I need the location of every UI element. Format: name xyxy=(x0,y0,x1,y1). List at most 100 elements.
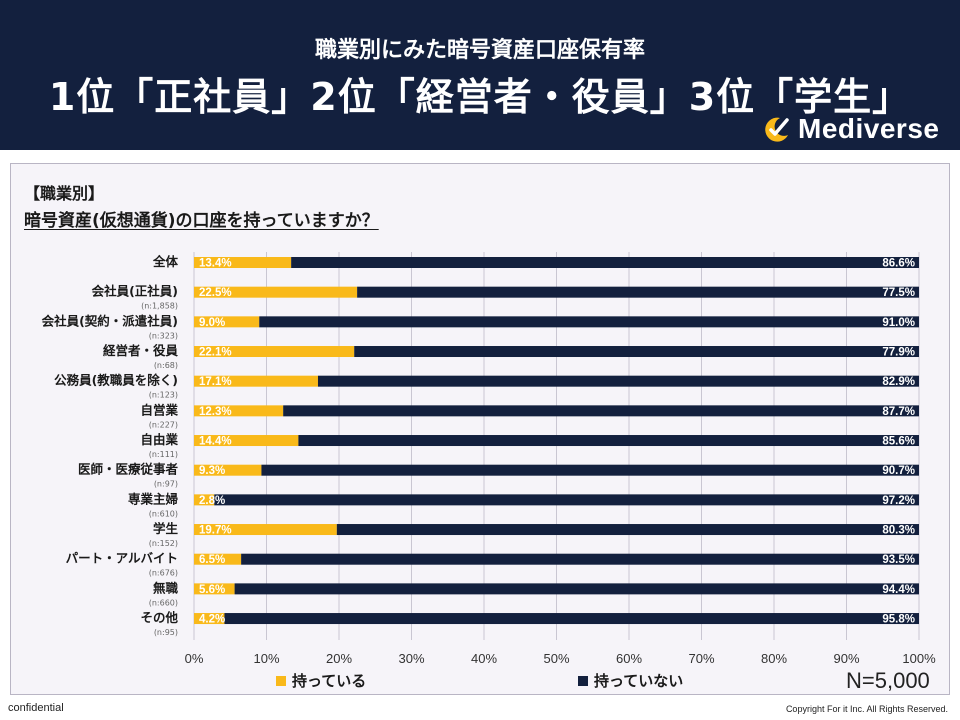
legend-label-no: 持っていない xyxy=(594,672,684,690)
sample-count-label: (n:95) xyxy=(154,628,178,637)
legend-item-yes: 持っている xyxy=(276,670,366,691)
data-label-no: 95.8% xyxy=(882,614,915,626)
data-label-yes: 22.1% xyxy=(199,347,232,359)
data-label-yes: 14.4% xyxy=(199,436,232,448)
sample-size-label: N=5,000 xyxy=(846,668,930,693)
bar-segment-no xyxy=(241,553,919,565)
stacked-bar-chart: 0% 10% 20% 30% 40% 50% 60% 70% 80% 90% 100% 全体 13.4%… xyxy=(42,252,936,666)
data-label-yes: 19.7% xyxy=(199,525,232,537)
bar-segment-yes xyxy=(194,583,235,595)
category-label: 経営者・役員 xyxy=(103,343,179,358)
data-label-yes: 9.0% xyxy=(199,317,225,329)
x-tick-label: 20% xyxy=(326,651,352,666)
data-label-no: 82.9% xyxy=(882,376,915,388)
bar-segment-no xyxy=(317,375,920,387)
category-label: 自営業 xyxy=(140,402,178,417)
sample-count-label: (n:323) xyxy=(149,331,178,340)
sample-count-label: (n:123) xyxy=(149,391,178,400)
bar-segment-no xyxy=(357,286,919,298)
data-label-yes: 4.2% xyxy=(199,614,225,626)
header-banner xyxy=(0,0,960,150)
x-tick-label: 0% xyxy=(185,651,204,666)
bar-segment-yes xyxy=(194,316,260,328)
category-label: その他 xyxy=(140,610,178,625)
legend-label-yes: 持っている xyxy=(292,672,367,690)
bar-segment-yes xyxy=(194,286,358,298)
category-label: 医師・医療従事者 xyxy=(78,462,179,477)
category-label: 会社員(正社員) xyxy=(92,284,178,299)
header-subtitle: 職業別にみた暗号資産口座保有率 xyxy=(314,38,645,63)
bar-segment-no xyxy=(234,583,920,595)
category-label: 無職 xyxy=(153,580,179,595)
category-label: 全体 xyxy=(152,254,179,269)
bar-segment-no xyxy=(298,435,919,447)
question-text: 暗号資産(仮想通貨)の口座を持っていますか？ xyxy=(24,211,379,231)
legend-swatch-no xyxy=(578,675,588,686)
bar-segment-yes xyxy=(194,435,299,447)
category-label: 学生 xyxy=(153,521,179,536)
footer-copyright: Copyright For it Inc. All Rights Reserve… xyxy=(785,704,948,714)
sample-count-label: (n:1,858) xyxy=(141,302,178,311)
x-tick-label: 70% xyxy=(688,651,714,666)
data-label-yes: 22.5% xyxy=(199,287,232,299)
sample-count-label: (n:227) xyxy=(149,420,178,429)
bar-segment-yes xyxy=(194,464,262,476)
sample-count-label: (n:676) xyxy=(149,569,178,578)
category-label: 公務員(教職員を除く) xyxy=(54,373,178,388)
category-label: 専業主婦 xyxy=(128,491,179,506)
data-label-no: 90.7% xyxy=(882,465,915,477)
sample-count-label: (n:68) xyxy=(154,361,178,370)
x-tick-label: 40% xyxy=(471,651,497,666)
data-label-no: 77.9% xyxy=(882,347,915,359)
moon-check-logo-icon xyxy=(765,117,789,142)
data-label-no: 87.7% xyxy=(882,406,915,418)
bar-segment-no xyxy=(291,257,919,268)
bar-segment-yes xyxy=(194,405,284,417)
header-headline: 1位「正社員」2位「経営者・役員」3位「学生」 xyxy=(48,75,912,119)
sample-count-label: (n:152) xyxy=(149,539,178,548)
bar-segment-no xyxy=(261,464,919,476)
data-label-yes: 9.3% xyxy=(199,465,225,477)
data-label-no: 93.5% xyxy=(882,554,915,566)
x-tick-label: 100% xyxy=(902,651,936,666)
data-label-yes: 12.3% xyxy=(199,406,232,418)
sample-count-label: (n:97) xyxy=(154,480,178,489)
data-label-no: 97.2% xyxy=(882,495,915,507)
brand-logo-text: Mediverse xyxy=(798,113,940,144)
bar-segment-no xyxy=(354,346,920,358)
data-label-no: 85.6% xyxy=(882,436,915,448)
bar-segment-yes xyxy=(194,494,215,506)
bar-segment-no xyxy=(214,494,920,506)
bar-segment-yes xyxy=(194,613,225,625)
data-label-no: 86.6% xyxy=(882,258,915,270)
bar-segment-yes xyxy=(194,524,337,536)
bar-segment-yes xyxy=(194,257,292,268)
bar-segment-yes xyxy=(194,553,242,565)
bar-segment-no xyxy=(224,613,919,625)
category-label: 自由業 xyxy=(140,432,178,447)
data-label-no: 77.5% xyxy=(882,287,915,299)
bar-segment-no xyxy=(336,524,919,536)
x-tick-label: 30% xyxy=(398,651,424,666)
bar-segment-yes xyxy=(194,346,355,358)
bar-segment-yes xyxy=(194,375,318,387)
chart-panel xyxy=(10,163,950,695)
x-tick-label: 60% xyxy=(616,651,642,666)
category-label: パート・アルバイト xyxy=(66,551,178,566)
legend-swatch-yes xyxy=(276,675,286,686)
brand-logo: Mediverse xyxy=(760,112,939,146)
sample-count-label: (n:610) xyxy=(149,509,178,518)
category-label: 会社員(契約・派遣社員) xyxy=(42,313,178,328)
legend-item-no: 持っていない xyxy=(578,670,683,691)
data-label-no: 94.4% xyxy=(882,584,915,596)
x-tick-label: 10% xyxy=(253,651,279,666)
question-category: 【職業別】 xyxy=(24,184,105,203)
data-label-no: 80.3% xyxy=(882,525,915,537)
x-tick-label: 90% xyxy=(833,651,859,666)
x-tick-label: 80% xyxy=(761,651,787,666)
data-label-yes: 2.8% xyxy=(199,495,225,507)
x-tick-label: 50% xyxy=(543,651,569,666)
bar-segment-no xyxy=(259,316,919,328)
data-label-yes: 5.6% xyxy=(199,584,225,596)
data-label-no: 91.0% xyxy=(882,317,915,329)
